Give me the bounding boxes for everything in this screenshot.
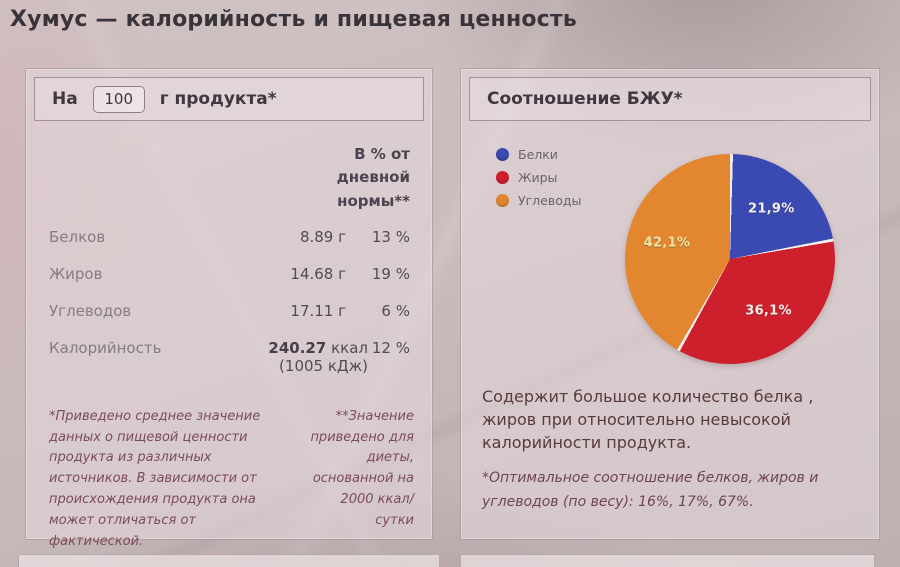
legend-label: Жиры bbox=[518, 170, 558, 185]
nutrient-row-carbs: Углеводов 17.11 г 6 % bbox=[49, 293, 410, 330]
nutrient-row-fats: Жиров 14.68 г 19 % bbox=[49, 256, 410, 293]
calories-kj-value: (1005 кДж) bbox=[279, 357, 368, 376]
legend-item: Жиры bbox=[496, 170, 581, 185]
nutrient-row-calories: Калорийность 240.27 ккал (1005 кДж) 12 % bbox=[49, 330, 410, 385]
nutrient-percent: 6 % bbox=[381, 302, 410, 321]
calories-kcal-value: 240.27 bbox=[268, 339, 327, 358]
serving-prefix-label: На bbox=[52, 89, 78, 109]
calories-kcal-unit: ккал bbox=[331, 339, 368, 358]
pie-slice-label: 21,9% bbox=[747, 201, 795, 217]
ratio-footnote: *Оптимальное соотношение белков, жиров и… bbox=[482, 470, 819, 510]
serving-suffix-label: г продукта* bbox=[159, 89, 277, 109]
amount-input[interactable] bbox=[92, 85, 145, 113]
ratio-panel: Соотношение БЖУ* Белки Жиры Углеводы 21,9%… bbox=[460, 68, 880, 540]
legend-color-dot-icon bbox=[496, 194, 509, 207]
nutrient-label: Калорийность bbox=[49, 339, 162, 358]
ratio-description: Содержит большое количество белка , жиро… bbox=[482, 387, 814, 453]
pie-slice-label: 42,1% bbox=[643, 235, 691, 251]
nutrient-value: 14.68 г bbox=[290, 265, 346, 284]
nutrient-percent: 19 % bbox=[371, 265, 410, 284]
nutrient-label: Углеводов bbox=[49, 302, 132, 321]
serving-header-box: На г продукта* bbox=[34, 77, 424, 121]
nutrient-label: Белков bbox=[49, 228, 106, 247]
footnotes: *Приведено среднее значение данных о пищ… bbox=[26, 385, 432, 553]
legend-item: Белки bbox=[496, 147, 581, 162]
next-section-panel-right bbox=[460, 554, 875, 567]
nutrient-value: 8.89 г bbox=[299, 228, 346, 247]
ratio-title: Соотношение БЖУ* bbox=[487, 89, 683, 109]
footnote-diet: **Значение приведено для диеты, основанн… bbox=[310, 408, 414, 528]
legend-label: Углеводы bbox=[518, 193, 582, 208]
legend-color-dot-icon bbox=[496, 148, 509, 161]
nutrition-panel: На г продукта* В % от дневной нормы** Бе… bbox=[25, 68, 433, 549]
nutrient-value: 240.27 ккал (1005 кДж) bbox=[198, 339, 368, 375]
legend-color-dot-icon bbox=[496, 171, 509, 184]
nutrition-table: В % от дневной нормы** Белков 8.89 г 13 … bbox=[26, 143, 432, 385]
nutrient-value: 17.11 г bbox=[290, 302, 346, 321]
nutrient-label: Жиров bbox=[49, 265, 103, 284]
legend-item: Углеводы bbox=[496, 193, 581, 208]
nutrient-percent: 12 % bbox=[371, 339, 410, 358]
page-title: Хумус — калорийность и пищевая ценность bbox=[10, 7, 577, 32]
ratio-header-box: Соотношение БЖУ* bbox=[469, 77, 871, 121]
pie-chart: 21,9% 36,1% 42,1% bbox=[625, 154, 835, 364]
percent-daily-header: В % от дневной нормы** bbox=[336, 145, 410, 210]
legend-label: Белки bbox=[518, 147, 558, 162]
pie-slice-label: 36,1% bbox=[745, 303, 792, 319]
nutrient-percent: 13 % bbox=[371, 228, 410, 247]
nutrient-row-proteins: Белков 8.89 г 13 % bbox=[49, 219, 410, 256]
next-section-panel-left bbox=[18, 554, 440, 567]
footnote-sources: *Приведено среднее значение данных о пищ… bbox=[49, 408, 261, 549]
chart-legend: Белки Жиры Углеводы bbox=[496, 147, 581, 216]
